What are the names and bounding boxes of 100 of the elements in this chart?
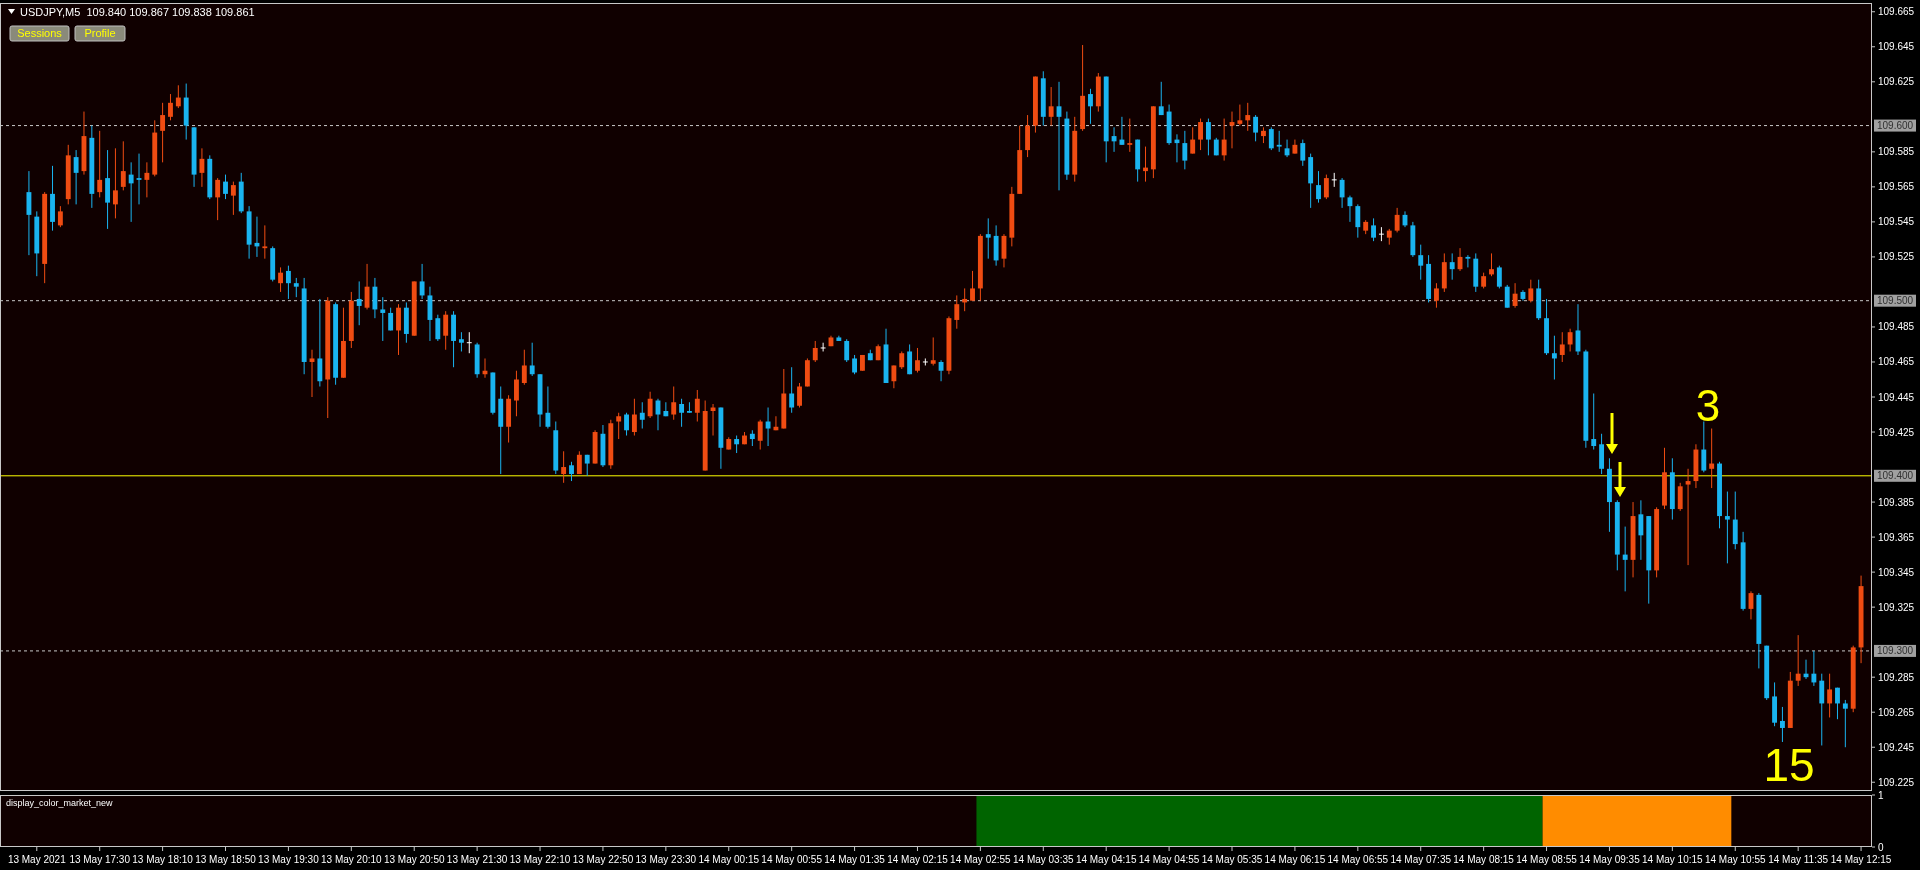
x-tick-label: 13 May 2021 — [7, 854, 67, 865]
x-tick-label: 14 May 05:35 — [1201, 854, 1263, 865]
candlestick — [1339, 177, 1345, 209]
candlestick — [1795, 634, 1801, 687]
y-tick-label: 109.465 — [1878, 356, 1915, 368]
candlestick — [852, 354, 858, 375]
candlestick — [1323, 174, 1329, 200]
candlestick — [293, 277, 299, 298]
candlestick — [168, 93, 173, 121]
candlestick — [215, 177, 221, 221]
x-tick-label: 14 May 12:15 — [1830, 854, 1892, 865]
candlestick — [1190, 126, 1196, 155]
x-tick-label: 13 May 19:30 — [258, 854, 320, 865]
x-tick-label: 14 May 11:35 — [1768, 854, 1829, 865]
y-tick-label: 109.245 — [1878, 741, 1915, 753]
candlestick — [160, 102, 166, 163]
candlestick — [1819, 673, 1825, 746]
y-tick-label: 109.325 — [1878, 601, 1915, 613]
candlestick — [466, 331, 473, 354]
candlestick — [1127, 118, 1133, 153]
candlestick — [356, 280, 362, 326]
candlestick — [1316, 170, 1321, 204]
candlestick — [1394, 207, 1400, 233]
candlestick — [458, 331, 464, 352]
candlestick — [1418, 244, 1424, 281]
x-tick-label: 14 May 07:35 — [1390, 854, 1452, 865]
candlestick — [1559, 331, 1565, 363]
candlestick — [529, 342, 535, 377]
x-tick-label: 14 May 10:55 — [1704, 854, 1766, 865]
candlestick — [1622, 526, 1628, 592]
y-tick-label: 109.645 — [1878, 41, 1915, 53]
x-tick-label: 14 May 02:55 — [950, 854, 1012, 865]
candlestick — [1198, 118, 1203, 151]
candlestick — [616, 412, 622, 440]
candlestick — [631, 398, 637, 437]
x-tick-label: 13 May 20:10 — [321, 854, 383, 865]
candlestick — [1591, 393, 1597, 451]
candlestick — [1677, 482, 1683, 512]
candlestick — [938, 359, 944, 382]
candlestick — [1567, 328, 1573, 352]
candlestick — [1371, 217, 1376, 242]
candlestick — [1182, 130, 1188, 170]
candlestick — [285, 265, 291, 300]
candlestick — [1551, 335, 1557, 380]
x-tick-label: 14 May 06:15 — [1264, 854, 1326, 865]
y-tick-label: 109.265 — [1878, 706, 1915, 718]
candlestick — [97, 130, 103, 198]
candlestick — [1355, 203, 1361, 239]
annotation: 3 — [1695, 381, 1721, 430]
y-tick-label: 109.365 — [1878, 531, 1915, 543]
candlestick — [514, 370, 519, 417]
annotation: 15 — [1763, 739, 1815, 791]
candlestick — [144, 161, 150, 198]
candlestick — [1811, 650, 1817, 687]
candlestick — [1465, 254, 1471, 268]
candlestick — [1835, 687, 1840, 720]
x-tick-label: 13 May 22:50 — [572, 854, 634, 865]
candlestick — [223, 174, 228, 200]
candlestick — [561, 450, 567, 484]
y-tick-label: 109.485 — [1878, 321, 1915, 333]
y-tick-label: 0 — [1878, 841, 1884, 853]
x-tick-label: 13 May 20:50 — [383, 854, 445, 865]
candlestick — [647, 391, 653, 419]
x-tick-label: 14 May 01:35 — [824, 854, 886, 865]
candlestick — [757, 419, 763, 451]
x-tick-label: 13 May 23:30 — [635, 854, 697, 865]
y-tick-label: 109.345 — [1878, 566, 1915, 578]
candlestick — [1229, 111, 1235, 149]
candlestick — [545, 385, 551, 430]
annotation: Sessions — [17, 27, 63, 40]
candlestick — [1205, 118, 1211, 156]
y-tick-label: 109.285 — [1878, 671, 1915, 683]
candlestick — [797, 382, 802, 409]
candlestick — [73, 149, 79, 205]
candlestick — [1496, 265, 1502, 289]
candlestick — [915, 347, 920, 373]
x-tick-label: 13 May 18:10 — [132, 854, 194, 865]
candlestick — [1827, 673, 1833, 718]
x-tick-label: 13 May 21:30 — [446, 854, 508, 865]
candlestick — [930, 336, 936, 366]
candlestick — [435, 314, 441, 342]
ref-line-label: 109.300 — [1877, 645, 1914, 657]
candlestick — [128, 161, 134, 223]
candlestick — [1048, 86, 1054, 127]
candlestick — [954, 294, 960, 330]
candlestick — [1724, 491, 1730, 564]
candlestick — [1685, 468, 1691, 566]
candlestick — [1528, 279, 1534, 303]
candlestick — [1158, 81, 1164, 116]
x-tick-label: 14 May 09:35 — [1579, 854, 1641, 865]
y-tick-label: 109.445 — [1878, 391, 1915, 403]
candlestick — [1221, 118, 1227, 162]
candlestick — [230, 181, 236, 216]
y-tick-label: 109.565 — [1878, 181, 1915, 193]
candlestick — [1780, 706, 1785, 743]
candlestick — [624, 412, 629, 437]
y-tick-label: 109.425 — [1878, 426, 1915, 438]
x-tick-label: 14 May 02:15 — [887, 854, 949, 865]
candlestick — [1434, 282, 1439, 309]
ref-line-label: 109.500 — [1877, 295, 1914, 307]
